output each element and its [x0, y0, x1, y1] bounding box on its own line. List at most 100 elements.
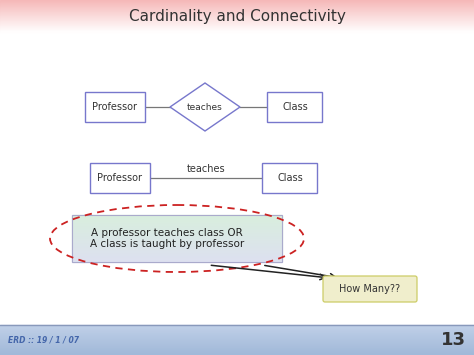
Bar [72, 258, 282, 259]
Bar [0, 347, 474, 348]
Bar [72, 247, 282, 248]
Bar [0, 10, 474, 11]
Bar [0, 26, 474, 27]
Bar [0, 346, 474, 347]
Bar [72, 237, 282, 238]
Bar [0, 339, 474, 340]
Bar [72, 227, 282, 228]
Bar [0, 24, 474, 25]
Text: Professor: Professor [98, 173, 143, 183]
Bar [72, 243, 282, 244]
Text: teaches: teaches [187, 164, 226, 174]
Bar [72, 231, 282, 232]
Bar [72, 226, 282, 227]
Bar [72, 235, 282, 236]
Bar [0, 14, 474, 15]
Bar [0, 4, 474, 5]
Bar [0, 5, 474, 6]
Bar [0, 27, 474, 28]
Bar [0, 345, 474, 346]
Bar [72, 260, 282, 261]
Bar [72, 239, 282, 240]
Bar [0, 335, 474, 336]
Bar [0, 336, 474, 337]
Text: Professor: Professor [92, 102, 137, 112]
Bar [0, 332, 474, 333]
Bar [72, 234, 282, 235]
Bar [0, 19, 474, 20]
Bar [0, 3, 474, 4]
Bar [0, 334, 474, 335]
Bar [72, 240, 282, 241]
Bar [0, 28, 474, 29]
Bar [72, 242, 282, 243]
FancyBboxPatch shape [90, 163, 150, 193]
Bar [72, 232, 282, 233]
Bar [0, 12, 474, 13]
Bar [72, 261, 282, 262]
Bar [0, 341, 474, 342]
Bar [72, 259, 282, 260]
Bar [0, 23, 474, 24]
Bar [72, 229, 282, 230]
Bar [72, 221, 282, 222]
Bar [72, 250, 282, 251]
Bar [72, 249, 282, 250]
Bar [72, 215, 282, 216]
Bar [72, 244, 282, 245]
Bar [0, 348, 474, 349]
Bar [0, 354, 474, 355]
Bar [72, 217, 282, 218]
Bar [72, 245, 282, 246]
Bar [0, 0, 474, 1]
Bar [72, 233, 282, 234]
Bar [0, 350, 474, 351]
Bar [72, 255, 282, 256]
Bar [0, 7, 474, 8]
FancyBboxPatch shape [267, 92, 322, 122]
Bar [0, 17, 474, 18]
Bar [0, 30, 474, 31]
Bar [0, 8, 474, 9]
Bar [0, 328, 474, 329]
Bar [72, 218, 282, 219]
Text: Class: Class [282, 102, 308, 112]
Bar [0, 329, 474, 330]
Bar [0, 340, 474, 341]
Bar [72, 251, 282, 252]
Bar [0, 6, 474, 7]
Bar [0, 342, 474, 343]
Bar [72, 238, 282, 239]
Bar [72, 223, 282, 224]
Text: Class: Class [277, 173, 303, 183]
Bar [0, 29, 474, 30]
Bar [72, 228, 282, 229]
Bar [0, 18, 474, 19]
Bar [0, 16, 474, 17]
Text: 13: 13 [441, 331, 466, 349]
FancyBboxPatch shape [323, 276, 417, 302]
Bar [0, 326, 474, 327]
Bar [0, 330, 474, 331]
Bar [0, 344, 474, 345]
Text: A professor teaches class OR
A class is taught by professor: A professor teaches class OR A class is … [90, 228, 244, 249]
Text: ERD :: 19 / 1 / 07: ERD :: 19 / 1 / 07 [8, 335, 79, 344]
Bar [0, 352, 474, 353]
Bar [0, 1, 474, 2]
Bar [72, 220, 282, 221]
Bar [0, 21, 474, 22]
Bar [72, 254, 282, 255]
Bar [72, 248, 282, 249]
Bar [72, 222, 282, 223]
Bar [0, 327, 474, 328]
Bar [0, 20, 474, 21]
Polygon shape [170, 83, 240, 131]
Bar [0, 25, 474, 26]
Bar [72, 216, 282, 217]
Text: Cardinality and Connectivity: Cardinality and Connectivity [128, 9, 346, 23]
Bar [72, 236, 282, 237]
Bar [0, 31, 474, 32]
Text: teaches: teaches [187, 103, 223, 111]
Bar [72, 225, 282, 226]
Bar [72, 241, 282, 242]
